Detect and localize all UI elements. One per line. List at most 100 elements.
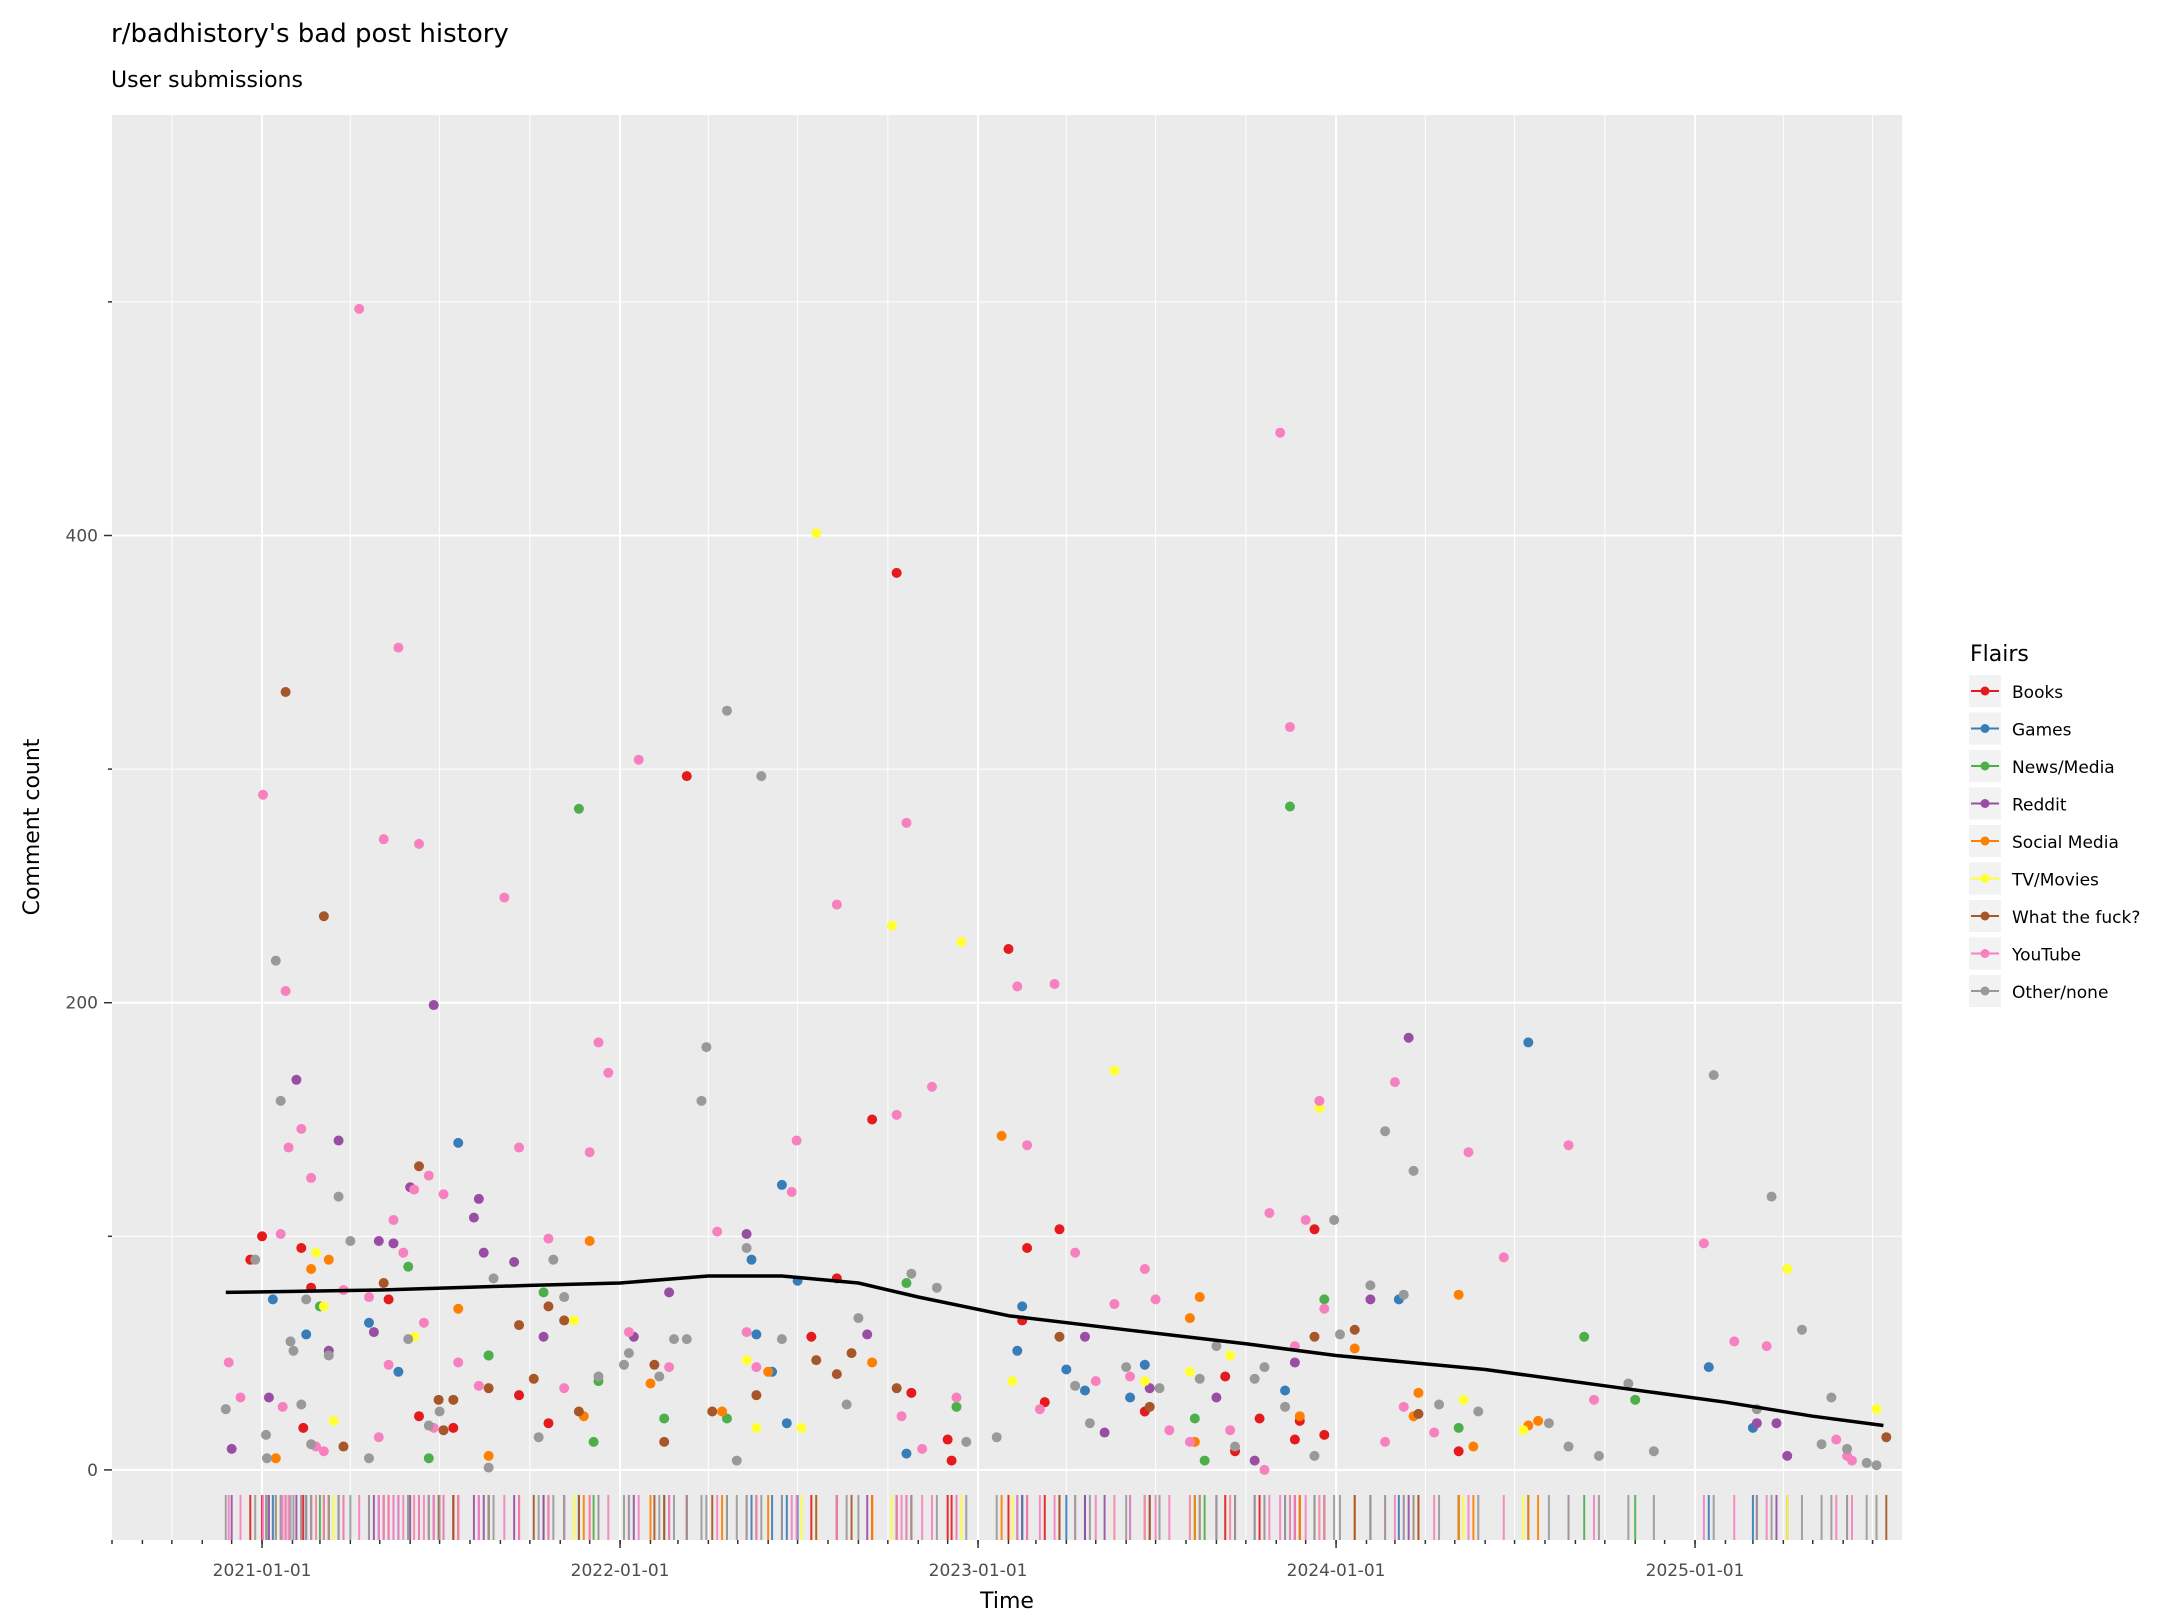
- data-point: [1329, 1214, 1340, 1225]
- data-point: [280, 986, 291, 997]
- data-point: [1264, 1207, 1275, 1218]
- y-axis: 0 200 400: [66, 301, 112, 1481]
- data-point: [1408, 1165, 1419, 1176]
- data-point: [275, 1228, 286, 1239]
- data-point: [956, 936, 967, 947]
- data-point: [296, 1123, 307, 1134]
- data-point: [886, 920, 897, 931]
- data-point: [1144, 1383, 1155, 1394]
- data-point: [746, 1254, 757, 1265]
- data-point: [1563, 1441, 1574, 1452]
- data-point: [846, 1348, 857, 1359]
- data-point: [383, 1294, 394, 1305]
- y-tick-label: 200: [66, 994, 98, 1014]
- data-point: [1099, 1427, 1110, 1438]
- data-point: [373, 1432, 384, 1443]
- data-point: [1563, 1140, 1574, 1151]
- data-point: [1109, 1299, 1120, 1310]
- data-point: [946, 1455, 957, 1466]
- data-point: [931, 1282, 942, 1293]
- data-point: [741, 1242, 752, 1253]
- data-point: [1579, 1331, 1590, 1342]
- data-point: [1453, 1289, 1464, 1300]
- data-point: [483, 1462, 494, 1473]
- rug-marks: [224, 1495, 1888, 1540]
- data-point: [618, 1359, 629, 1370]
- smooth-trend: [225, 1274, 1884, 1428]
- data-point: [1398, 1401, 1409, 1412]
- data-point: [559, 1383, 570, 1394]
- data-point: [1280, 1385, 1291, 1396]
- data-point: [448, 1422, 459, 1433]
- data-point: [423, 1420, 434, 1431]
- data-point: [418, 1317, 429, 1328]
- data-point: [1380, 1436, 1391, 1447]
- data-point: [645, 1378, 656, 1389]
- legend-title: Flairs: [1970, 642, 2029, 667]
- data-point: [1842, 1443, 1853, 1454]
- data-point: [1280, 1401, 1291, 1412]
- data-point: [1284, 801, 1295, 812]
- data-point: [1054, 1331, 1065, 1342]
- data-point: [1039, 1397, 1050, 1408]
- data-point: [712, 1226, 723, 1237]
- data-point: [267, 1294, 278, 1305]
- data-point: [296, 1399, 307, 1410]
- data-point: [1121, 1362, 1132, 1373]
- legend-key-point: [1980, 686, 1990, 696]
- data-point: [603, 1067, 614, 1078]
- data-point: [270, 955, 281, 966]
- data-point: [1254, 1413, 1265, 1424]
- x-tick-label: 2024-01-01: [1287, 1561, 1386, 1581]
- x-axis: 2021-01-01 2022-01-01 2023-01-01 2024-01-01…: [111, 1540, 1874, 1581]
- data-point: [1319, 1303, 1330, 1314]
- legend-key-point: [1980, 986, 1990, 996]
- data-point: [623, 1327, 634, 1338]
- data-point: [288, 1345, 299, 1356]
- data-point: [1518, 1425, 1529, 1436]
- data-point: [354, 303, 365, 314]
- data-point: [1090, 1376, 1101, 1387]
- data-point: [468, 1212, 479, 1223]
- data-point: [388, 1214, 399, 1225]
- data-point: [538, 1287, 549, 1298]
- data-point: [514, 1320, 525, 1331]
- data-point: [1054, 1224, 1065, 1235]
- data-point: [1766, 1191, 1777, 1202]
- data-point: [345, 1235, 356, 1246]
- data-point: [433, 1394, 444, 1405]
- data-point: [623, 1348, 634, 1359]
- data-point: [1249, 1455, 1260, 1466]
- data-point: [1771, 1418, 1782, 1429]
- data-point: [285, 1336, 296, 1347]
- data-point: [423, 1453, 434, 1464]
- legend-key-point: [1980, 724, 1990, 733]
- data-point: [258, 789, 269, 800]
- x-tick-label: 2021-01-01: [213, 1561, 312, 1581]
- data-point: [696, 1095, 707, 1106]
- data-point: [831, 1369, 842, 1380]
- data-point: [499, 892, 510, 903]
- data-point: [573, 803, 584, 814]
- data-point: [1881, 1432, 1892, 1443]
- data-point: [1139, 1376, 1150, 1387]
- data-point: [1070, 1380, 1081, 1391]
- data-point: [584, 1235, 595, 1246]
- data-point: [1284, 722, 1295, 733]
- data-point: [1729, 1336, 1740, 1347]
- data-point: [951, 1401, 962, 1412]
- chart-title: r/badhistory's bad post history: [111, 19, 509, 49]
- data-point: [951, 1392, 962, 1403]
- data-point: [1049, 979, 1060, 990]
- data-point: [1003, 943, 1014, 954]
- data-point: [633, 754, 644, 765]
- data-point: [1012, 1345, 1023, 1356]
- data-point: [301, 1329, 312, 1340]
- data-point: [378, 1278, 389, 1289]
- data-point: [277, 1401, 288, 1412]
- data-point: [717, 1406, 728, 1417]
- legend-label: Social Media: [2012, 833, 2119, 853]
- data-point: [1309, 1224, 1320, 1235]
- data-point: [669, 1334, 680, 1345]
- data-point: [368, 1327, 379, 1338]
